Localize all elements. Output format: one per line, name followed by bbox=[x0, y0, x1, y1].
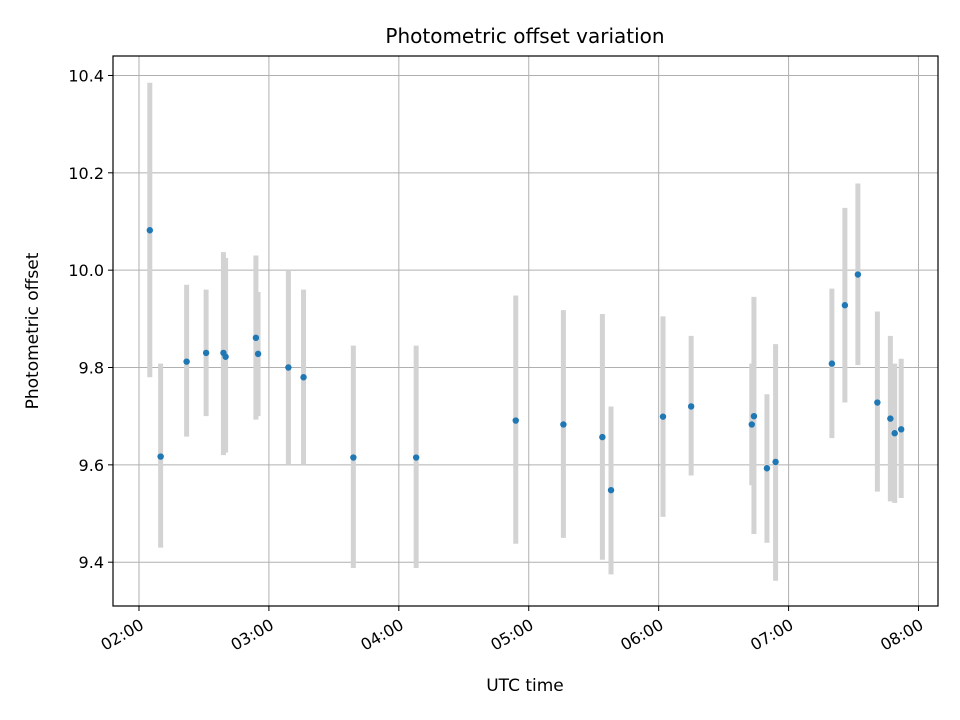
chart-title: Photometric offset variation bbox=[385, 24, 664, 48]
data-point bbox=[772, 458, 779, 466]
y-tick-label: 9.8 bbox=[79, 359, 104, 378]
data-point bbox=[763, 465, 771, 472]
data-point bbox=[599, 433, 606, 441]
data-point bbox=[157, 453, 164, 460]
data-point bbox=[687, 403, 695, 410]
data-point bbox=[887, 415, 894, 422]
data-point bbox=[659, 413, 667, 420]
y-tick-label: 10.4 bbox=[68, 66, 104, 85]
data-point bbox=[512, 417, 519, 424]
data-point bbox=[252, 334, 260, 342]
data-point bbox=[891, 430, 898, 437]
y-axis-title: Photometric offset bbox=[23, 252, 43, 409]
data-point bbox=[254, 350, 262, 358]
data-point bbox=[146, 227, 154, 234]
data-point bbox=[828, 360, 836, 367]
data-point bbox=[300, 374, 307, 381]
data-point bbox=[854, 271, 862, 278]
point-layer bbox=[146, 227, 905, 494]
data-point bbox=[222, 353, 229, 360]
data-point bbox=[874, 399, 881, 406]
data-point bbox=[183, 358, 190, 365]
x-axis-title: UTC time bbox=[486, 676, 564, 696]
y-tick-label: 10.0 bbox=[68, 261, 104, 280]
y-axis: 9.4 9.6 9.8 10.0 10.2 10.4 bbox=[68, 66, 113, 572]
y-tick-label: 9.4 bbox=[79, 553, 104, 572]
y-tick-label: 9.6 bbox=[79, 456, 104, 475]
data-point bbox=[350, 454, 357, 461]
data-point bbox=[841, 302, 849, 309]
data-point bbox=[285, 364, 292, 371]
y-tick-label: 10.2 bbox=[68, 164, 104, 183]
grid-layer bbox=[113, 56, 938, 606]
data-point bbox=[607, 486, 615, 494]
plot-frame bbox=[112, 55, 939, 607]
data-point bbox=[897, 426, 905, 433]
data-point bbox=[412, 454, 420, 461]
data-point bbox=[202, 349, 210, 357]
data-point bbox=[748, 421, 755, 428]
data-point bbox=[750, 412, 758, 420]
data-point bbox=[560, 421, 567, 428]
